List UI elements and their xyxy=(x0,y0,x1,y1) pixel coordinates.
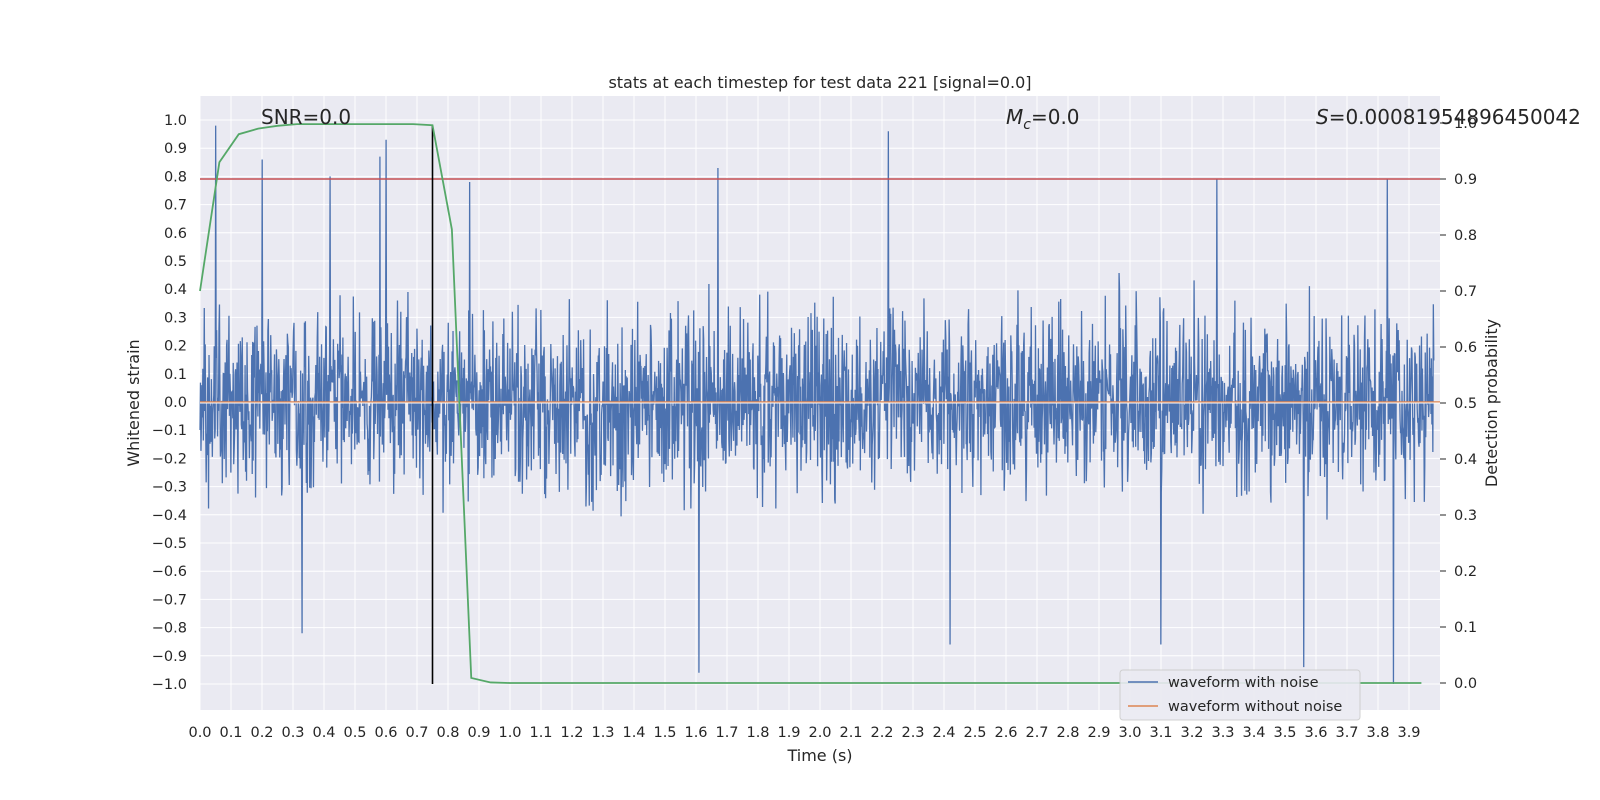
y-tick-label-right: 0.2 xyxy=(1454,564,1477,580)
y-tick-label-left: −0.1 xyxy=(152,423,187,439)
legend-label-clean: waveform without noise xyxy=(1168,699,1342,715)
y-tick-label-left: −0.7 xyxy=(152,592,187,608)
y-tick-label-right: 0.1 xyxy=(1454,620,1477,636)
y-tick-label-left: 0.4 xyxy=(164,282,187,298)
x-tick-label: 3.6 xyxy=(1304,725,1327,741)
s-annotation: S=0.00081954896450042 xyxy=(1316,105,1581,129)
x-tick-label: 0.6 xyxy=(374,725,397,741)
x-tick-label: 1.5 xyxy=(653,725,676,741)
x-tick-label: 3.8 xyxy=(1366,725,1389,741)
x-tick-label: 3.1 xyxy=(1149,725,1172,741)
y-tick-label-left: −0.9 xyxy=(152,649,187,665)
x-tick-label: 2.8 xyxy=(1056,725,1079,741)
x-tick-label: 0.7 xyxy=(405,725,428,741)
x-tick-label: 3.2 xyxy=(1180,725,1203,741)
y-tick-label-right: 0.4 xyxy=(1454,452,1477,468)
x-tick-label: 1.7 xyxy=(715,725,738,741)
s-symbol: S xyxy=(1316,105,1329,129)
x-tick-label: 2.9 xyxy=(1087,725,1110,741)
y-tick-label-left: 0.7 xyxy=(164,198,187,214)
x-tick-label: 1.4 xyxy=(622,725,645,741)
y-tick-label-left: −0.5 xyxy=(152,536,187,552)
y-tick-label-right: 0.3 xyxy=(1454,508,1477,524)
x-tick-label: 0.8 xyxy=(436,725,459,741)
y-tick-label-left: 0.2 xyxy=(164,339,187,355)
y-tick-label-right: 0.7 xyxy=(1454,284,1477,300)
x-tick-label: 1.9 xyxy=(777,725,800,741)
x-tick-label: 1.2 xyxy=(560,725,583,741)
x-tick-label: 1.8 xyxy=(746,725,769,741)
x-tick-label: 1.6 xyxy=(684,725,707,741)
y-tick-label-left: −1.0 xyxy=(152,677,187,693)
x-tick-label: 3.9 xyxy=(1397,725,1420,741)
x-tick-label: 1.0 xyxy=(498,725,521,741)
x-tick-label: 3.3 xyxy=(1211,725,1234,741)
x-tick-label: 0.9 xyxy=(467,725,490,741)
y-tick-label-right: 0.0 xyxy=(1454,676,1477,692)
series-detection-probability xyxy=(199,123,1422,684)
y-axis-label-right: Detection probability xyxy=(1482,319,1501,487)
y-tick-label-left: 0.6 xyxy=(164,226,187,242)
x-tick-label: 0.5 xyxy=(343,725,366,741)
x-tick-label: 2.6 xyxy=(994,725,1017,741)
mc-value: =0.0 xyxy=(1031,105,1080,129)
x-tick-label: 0.1 xyxy=(219,725,242,741)
y-tick-label-left: −0.8 xyxy=(152,621,187,637)
y-tick-label-left: 1.0 xyxy=(164,113,187,129)
y-tick-label-left: −0.4 xyxy=(152,508,187,524)
mc-symbol: M xyxy=(1006,105,1023,129)
x-tick-label: 0.0 xyxy=(188,725,211,741)
x-tick-label: 3.7 xyxy=(1335,725,1358,741)
x-tick-label: 2.5 xyxy=(963,725,986,741)
y-tick-label-left: −0.3 xyxy=(152,480,187,496)
mc-annotation: Mc=0.0 xyxy=(1006,105,1080,133)
y-tick-label-left: 0.3 xyxy=(164,310,187,326)
x-tick-label: 2.4 xyxy=(932,725,955,741)
s-value: =0.00081954896450042 xyxy=(1329,105,1581,129)
x-tick-label: 0.2 xyxy=(250,725,273,741)
legend-box xyxy=(1119,669,1361,721)
x-tick-label: 2.0 xyxy=(808,725,831,741)
y-tick-label-left: −0.6 xyxy=(152,564,187,580)
y-tick-label-left: 0.9 xyxy=(164,141,187,157)
x-tick-label: 2.2 xyxy=(870,725,893,741)
y-tick-label-right: 0.8 xyxy=(1454,228,1477,244)
x-axis-label: Time (s) xyxy=(786,746,852,765)
y-tick-label-left: −0.2 xyxy=(152,451,187,467)
y-axis-label-left: Whitened strain xyxy=(124,339,143,466)
x-tick-label: 3.5 xyxy=(1273,725,1296,741)
legend: waveform with noise waveform without noi… xyxy=(1119,669,1361,721)
x-tick-label: 2.7 xyxy=(1025,725,1048,741)
x-tick-label: 1.3 xyxy=(591,725,614,741)
x-tick-label: 1.1 xyxy=(529,725,552,741)
ticks-layer: 0.0 0.1 0.2 0.3 0.4 0.5 0.6 0.7 0.8 0.9 1.0 1.1 1.2 1… xyxy=(152,113,1477,741)
y-tick-label-right: 0.6 xyxy=(1454,340,1477,356)
series-waveform-with-noise xyxy=(199,125,1435,685)
mc-subscript: c xyxy=(1023,117,1031,133)
x-tick-label: 0.4 xyxy=(312,725,335,741)
y-tick-label-right: 1.0 xyxy=(1454,116,1477,132)
legend-label-noise: waveform with noise xyxy=(1168,675,1319,691)
x-tick-label: 3.4 xyxy=(1242,725,1265,741)
y-tick-label-right: 0.9 xyxy=(1454,172,1477,188)
y-tick-label-left: 0.1 xyxy=(164,367,187,383)
y-tick-label-left: 0.8 xyxy=(164,169,187,185)
series-layer xyxy=(199,123,1440,685)
y-tick-label-right: 0.5 xyxy=(1454,396,1477,412)
x-tick-label: 2.3 xyxy=(901,725,924,741)
snr-annotation: SNR=0.0 xyxy=(261,105,351,129)
chart-title: stats at each timestep for test data 221… xyxy=(608,73,1031,92)
x-tick-label: 3.0 xyxy=(1118,725,1141,741)
x-tick-label: 2.1 xyxy=(839,725,862,741)
x-tick-label: 0.3 xyxy=(281,725,304,741)
y-tick-label-left: 0.5 xyxy=(164,254,187,270)
y-tick-label-left: 0.0 xyxy=(164,395,187,411)
